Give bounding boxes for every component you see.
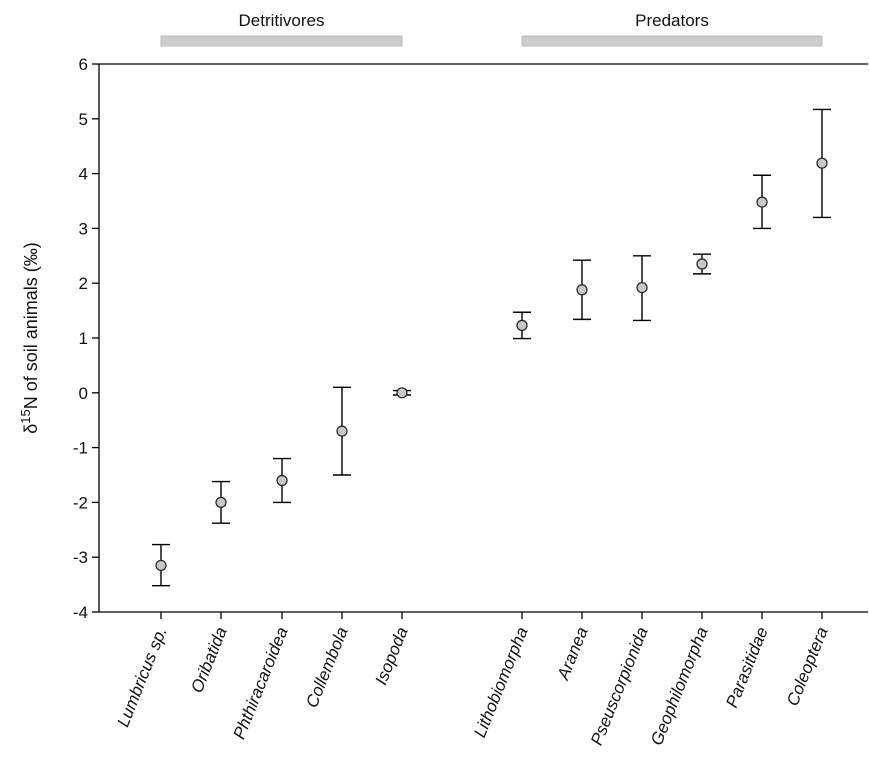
y-tick-label: 5 (79, 110, 88, 129)
y-axis-title-superscript: 15 (18, 409, 33, 423)
group-label: Detritivores (239, 11, 325, 30)
y-tick-label: 3 (79, 219, 88, 238)
error-bars (152, 108, 831, 587)
data-point (336, 425, 348, 437)
data-point (396, 387, 408, 399)
category-label: Phthiracaroidea (229, 624, 291, 742)
data-point (276, 474, 288, 487)
x-ticks (160, 612, 823, 619)
y-tick-label: -4 (73, 603, 88, 622)
y-tick-label: -2 (73, 493, 88, 512)
category-label: Aranea (553, 624, 592, 683)
data-points (155, 157, 828, 572)
data-point (696, 258, 708, 270)
y-axis-title: δ15N of soil animals (‰) (18, 242, 42, 434)
y-tick-label: 6 (79, 55, 88, 74)
y-tick-label: 4 (79, 165, 88, 184)
category-label: Coleoptera (783, 624, 832, 708)
y-axis-title-prefix: δ (21, 424, 41, 434)
group-label: Predators (635, 11, 709, 30)
data-point (215, 496, 227, 508)
category-label: Oribatida (187, 624, 230, 695)
data-point (576, 284, 588, 296)
y-tick-label: -1 (73, 439, 88, 458)
data-point (636, 281, 648, 294)
data-point (516, 319, 528, 331)
data-point (155, 559, 167, 572)
group-bars: Detritivores Predators (160, 11, 823, 47)
category-label: Parasitidae (722, 624, 771, 710)
data-point (816, 157, 828, 169)
category-label: Pseuscorpionida (587, 624, 652, 748)
category-label: Isopoda (371, 624, 411, 687)
group-bar (521, 35, 823, 47)
category-label: Lithobiomorpha (470, 624, 532, 740)
y-tick-label: -3 (73, 548, 88, 567)
y-ticks: 6 5 4 3 2 1 0 -1 -2 -3 -4 (73, 55, 99, 622)
y-axis-title-main: N of soil animals (‰) (21, 242, 41, 409)
axes (98, 63, 868, 613)
category-label: Collembola (302, 624, 351, 710)
group-bar (160, 35, 403, 47)
category-label: Geophilomorpha (647, 624, 712, 748)
y-tick-label: 2 (79, 274, 88, 293)
y-tick-label: 1 (79, 329, 88, 348)
data-point (756, 196, 768, 208)
y-tick-label: 0 (79, 384, 88, 403)
category-label: Lumbricus sp. (113, 624, 170, 729)
